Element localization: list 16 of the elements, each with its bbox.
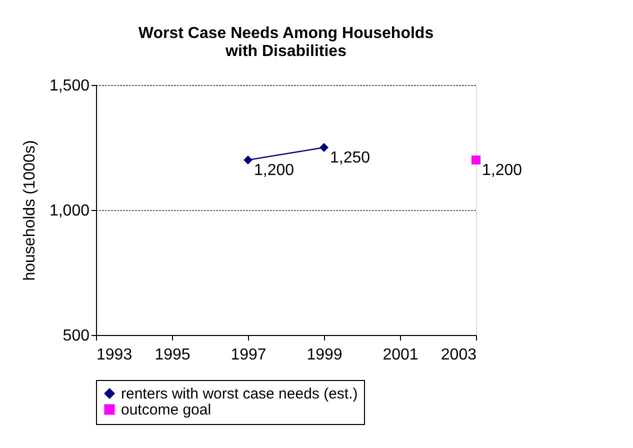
x-tick-label: 1999: [306, 346, 342, 364]
legend-label: outcome goal: [121, 402, 212, 418]
data-label: 1,200: [482, 162, 522, 179]
y-tick-label: 1,000: [49, 202, 90, 220]
x-tick-label: 2001: [382, 346, 418, 364]
x-tick-label: 2003: [440, 346, 477, 364]
x-tick-label: 1993: [96, 346, 132, 364]
data-label: 1,200: [254, 162, 294, 179]
y-axis-title: households (1000s): [21, 140, 38, 281]
chart-title: Worst Case Needs Among Households with Disabilities: [138, 25, 434, 60]
x-tick-label: 1995: [154, 346, 190, 364]
x-tick-label: 1997: [230, 346, 266, 364]
data-label: 1,250: [330, 150, 370, 166]
legend-label: renters with worst case needs (est.): [121, 386, 358, 402]
y-tick-label: 1,500: [49, 78, 90, 94]
y-tick-label: 500: [62, 328, 90, 344]
